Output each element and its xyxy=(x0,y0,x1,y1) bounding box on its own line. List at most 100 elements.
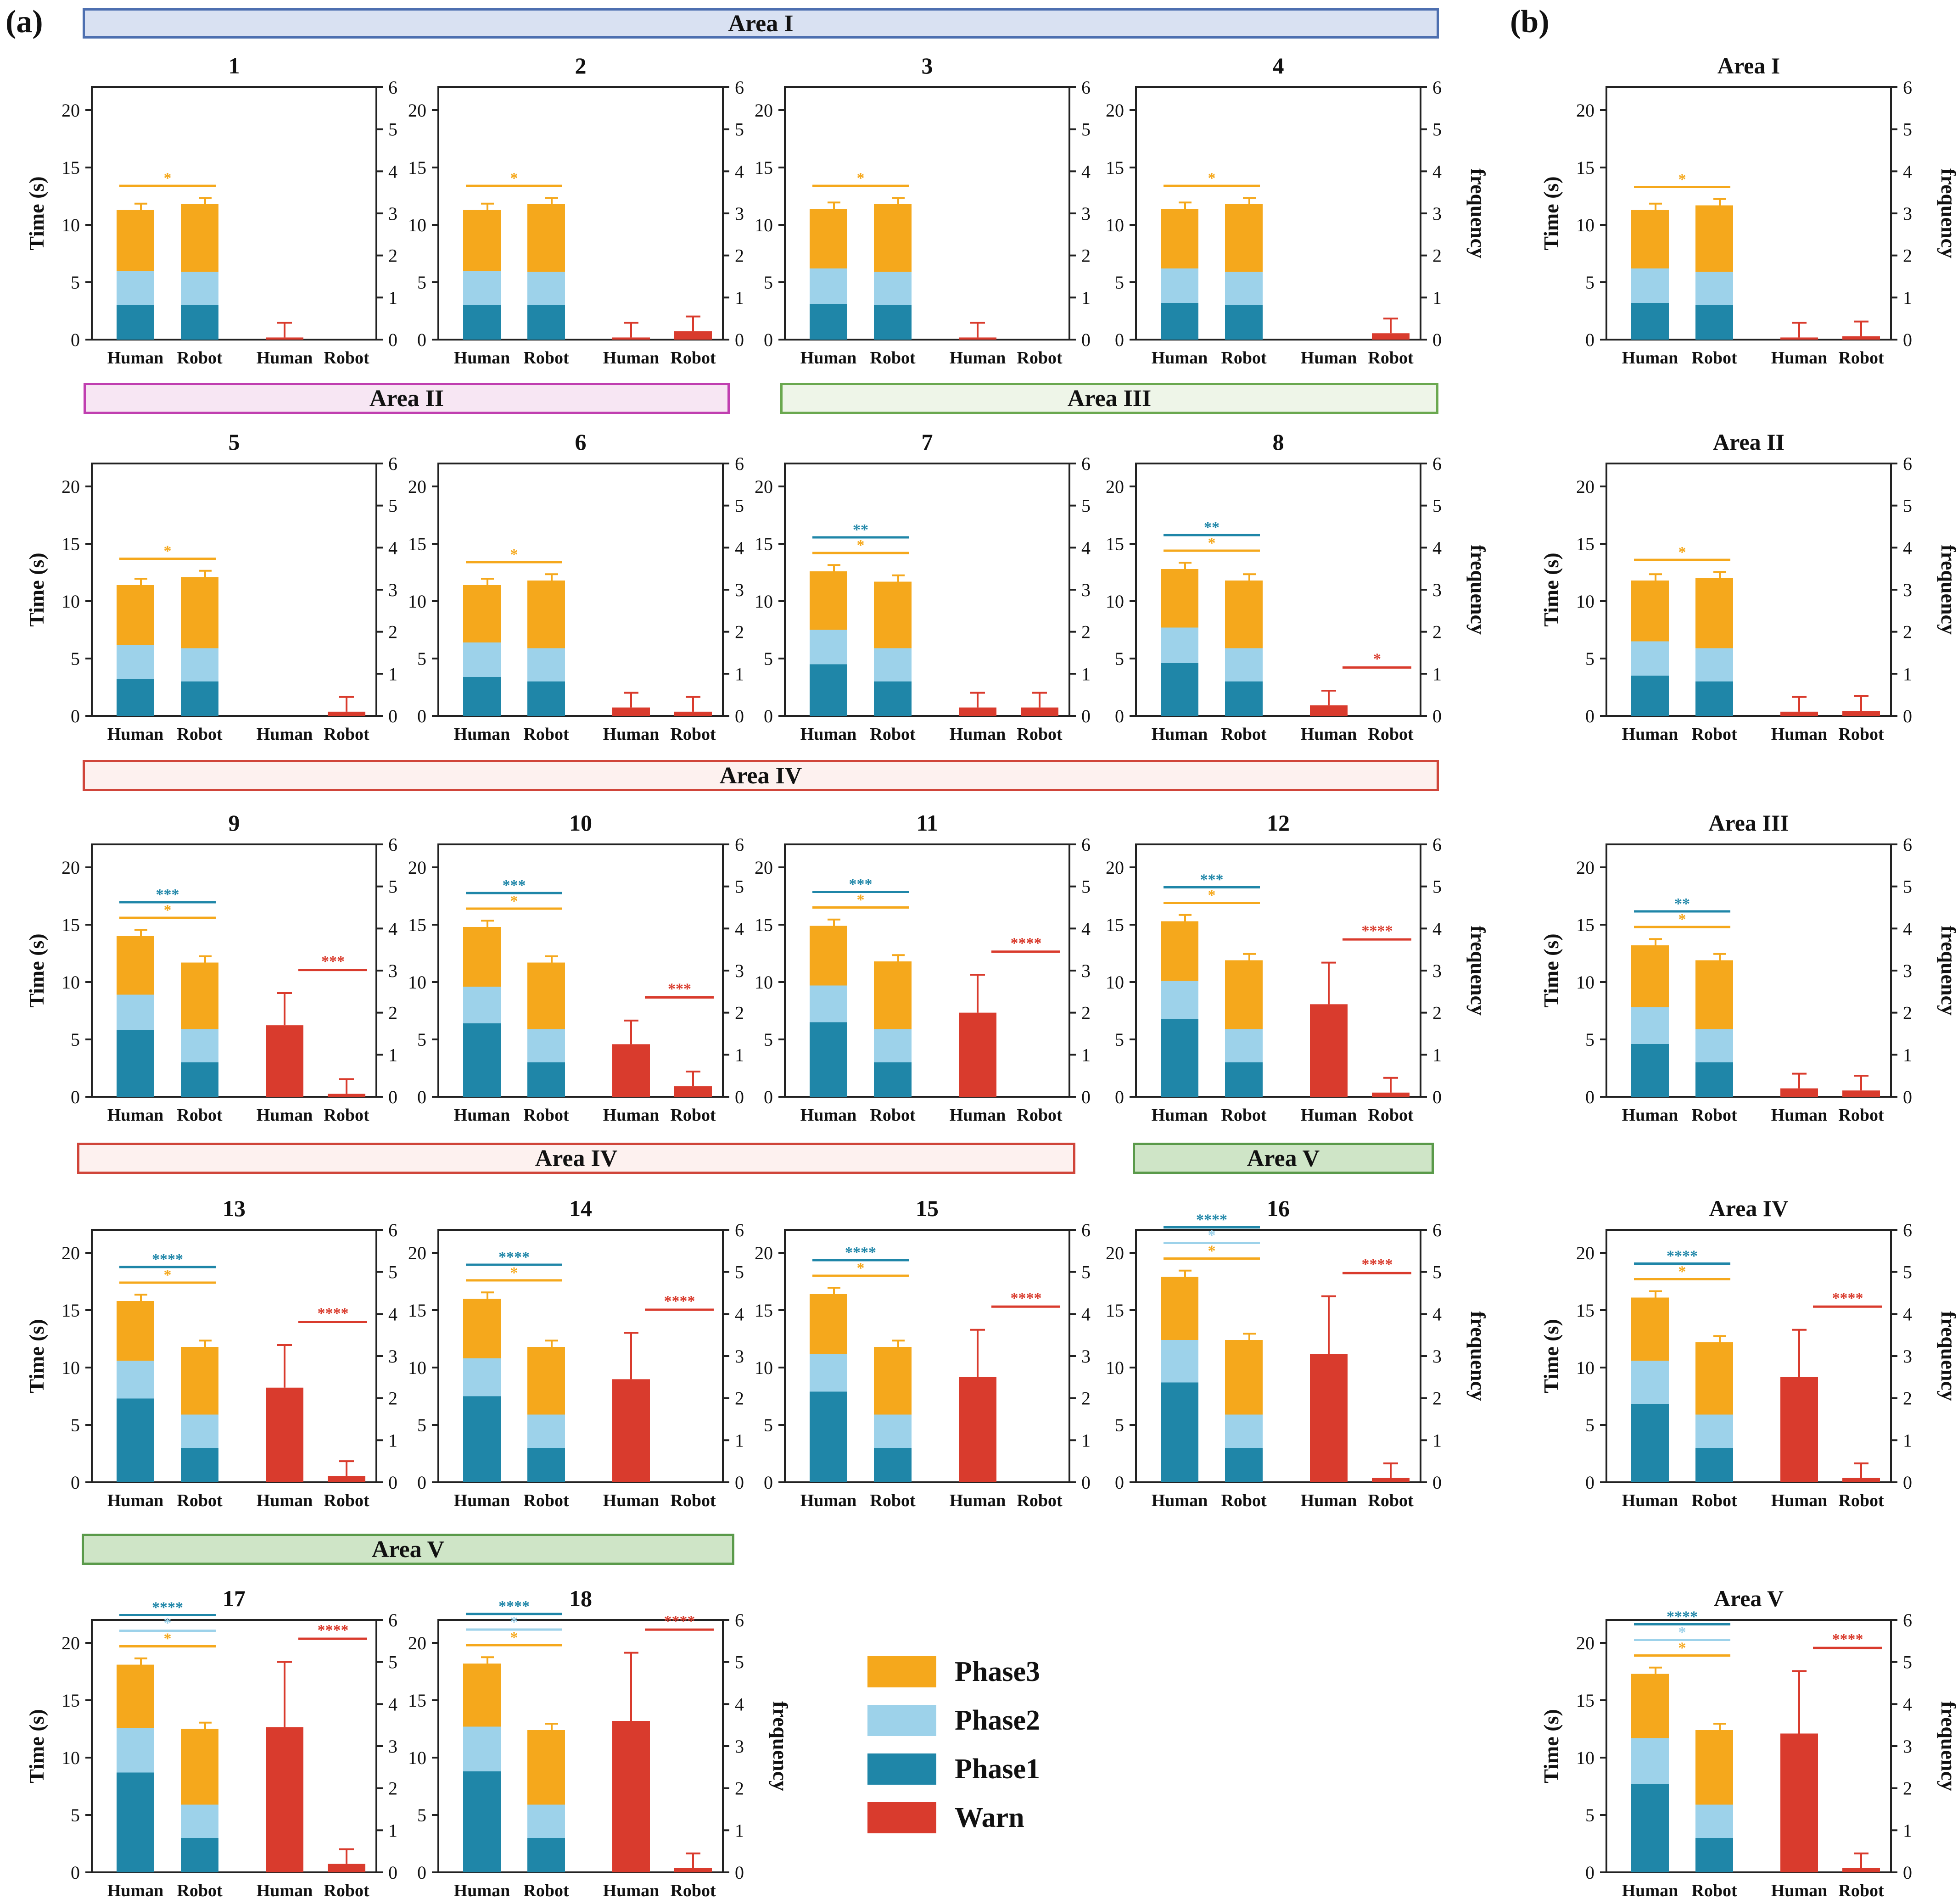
y-tick-label: 20 xyxy=(62,476,80,497)
y-tick-label: 20 xyxy=(755,100,773,121)
y2-tick-label: 0 xyxy=(1903,1472,1912,1493)
y2-tick-label: 3 xyxy=(1903,1346,1912,1367)
bar-warn xyxy=(1780,1088,1818,1097)
x-tick-label: Robot xyxy=(523,725,569,744)
bar-warn xyxy=(1780,711,1818,716)
bar-phase2 xyxy=(1161,981,1198,1019)
y2-tick-label: 3 xyxy=(1432,580,1442,600)
significance-mark: * xyxy=(1373,651,1381,668)
x-tick-label: Robot xyxy=(1838,1881,1884,1900)
y-tick-label: 10 xyxy=(1106,215,1124,235)
significance-mark: * xyxy=(164,543,172,560)
y2-tick-label: 1 xyxy=(388,1820,397,1841)
significance-mark: **** xyxy=(498,1598,530,1615)
bar-warn xyxy=(266,1387,303,1482)
y2-tick-label: 1 xyxy=(735,664,744,684)
x-tick-label: Human xyxy=(1152,725,1208,744)
bar-phase3 xyxy=(1695,205,1733,272)
x-tick-label: Robot xyxy=(523,1881,569,1900)
bar-phase2 xyxy=(181,1029,218,1062)
bar-phase2 xyxy=(527,272,565,305)
bar-phase3 xyxy=(874,204,912,272)
bar-phase2 xyxy=(117,645,154,679)
significance-mark: **** xyxy=(1667,1608,1698,1625)
significance-mark: **** xyxy=(664,1613,695,1630)
y2-tick-label: 3 xyxy=(735,203,744,224)
y-tick-label: 15 xyxy=(408,534,426,554)
x-tick-label: Human xyxy=(1771,1491,1827,1510)
y-axis-label: Time (s) xyxy=(25,176,48,250)
bar-warn xyxy=(1780,337,1818,340)
y2-tick-label: 2 xyxy=(1081,1003,1091,1023)
x-tick-label: Human xyxy=(107,348,163,368)
y2-tick-label: 6 xyxy=(735,77,744,98)
y2-tick-label: 0 xyxy=(1432,329,1442,350)
bar-phase2 xyxy=(1695,1029,1733,1062)
bar-phase1 xyxy=(181,305,218,340)
bar-phase1 xyxy=(1161,1019,1198,1097)
y2-tick-label: 4 xyxy=(735,161,744,182)
y2-tick-label: 1 xyxy=(1081,1430,1091,1451)
bar-phase2 xyxy=(181,1414,218,1448)
bar-phase3 xyxy=(1225,204,1263,272)
y-tick-label: 10 xyxy=(408,591,426,612)
chart-title: 4 xyxy=(1273,53,1284,78)
y2-tick-label: 6 xyxy=(388,1220,397,1240)
y2-tick-label: 1 xyxy=(1432,287,1442,308)
bar-phase1 xyxy=(1695,1838,1733,1872)
bar-phase2 xyxy=(117,271,154,305)
significance-mark: ** xyxy=(1674,895,1690,912)
bar-phase3 xyxy=(463,1299,501,1358)
y-tick-label: 10 xyxy=(62,215,80,235)
significance-mark: ** xyxy=(853,521,868,538)
x-tick-label: Human xyxy=(1301,725,1357,744)
bar-warn xyxy=(612,337,650,340)
x-tick-label: Human xyxy=(950,348,1006,368)
x-tick-label: Robot xyxy=(523,348,569,368)
bar-phase3 xyxy=(527,204,565,272)
y2-tick-label: 6 xyxy=(1081,1220,1091,1240)
chart-title: 13 xyxy=(223,1195,246,1221)
y-tick-label: 5 xyxy=(417,1029,426,1050)
bar-phase3 xyxy=(1225,960,1263,1029)
chart-18: 18 0 5 10 15 20 0 1 2 3 4 5 6 frequency Human Robot Huma… xyxy=(408,1586,792,1900)
y2-tick-label: 4 xyxy=(388,1304,397,1324)
bar-phase2 xyxy=(1161,1340,1198,1383)
y2-tick-label: 1 xyxy=(388,664,397,684)
x-tick-label: Robot xyxy=(670,1491,716,1510)
y-tick-label: 10 xyxy=(1576,972,1594,993)
y-tick-label: 20 xyxy=(408,1243,426,1263)
bar-phase3 xyxy=(1631,945,1669,1007)
x-tick-label: Robot xyxy=(1221,1106,1267,1125)
y2-tick-label: 6 xyxy=(1903,834,1912,855)
y-axis-label: Time (s) xyxy=(25,553,48,626)
bar-warn xyxy=(612,707,650,716)
y2-tick-label: 1 xyxy=(1432,1430,1442,1451)
x-tick-label: Human xyxy=(1771,725,1827,744)
y-tick-label: 0 xyxy=(764,329,773,350)
significance-mark: * xyxy=(164,170,172,187)
x-tick-label: Robot xyxy=(670,1106,716,1125)
y-tick-label: 5 xyxy=(1115,1415,1124,1435)
x-tick-label: Robot xyxy=(1838,725,1884,744)
y2-axis-label: frequency xyxy=(1466,926,1490,1016)
y-tick-label: 20 xyxy=(62,857,80,878)
bar-phase1 xyxy=(1695,1062,1733,1097)
bar-phase1 xyxy=(117,1030,154,1097)
bar-phase1 xyxy=(527,1062,565,1097)
x-tick-label: Robot xyxy=(670,1881,716,1900)
bar-phase1 xyxy=(117,1398,154,1482)
y2-tick-label: 3 xyxy=(735,580,744,600)
bar-phase2 xyxy=(1631,1361,1669,1404)
significance-mark: **** xyxy=(664,1293,695,1310)
y2-tick-label: 1 xyxy=(1903,287,1912,308)
x-tick-label: Human xyxy=(1622,1106,1678,1125)
bar-phase2 xyxy=(1631,641,1669,676)
y-tick-label: 15 xyxy=(1576,1300,1594,1321)
y-tick-label: 5 xyxy=(1585,1805,1594,1826)
y-tick-label: 10 xyxy=(408,1357,426,1378)
significance-mark: *** xyxy=(668,980,691,997)
x-tick-label: Human xyxy=(603,725,659,744)
